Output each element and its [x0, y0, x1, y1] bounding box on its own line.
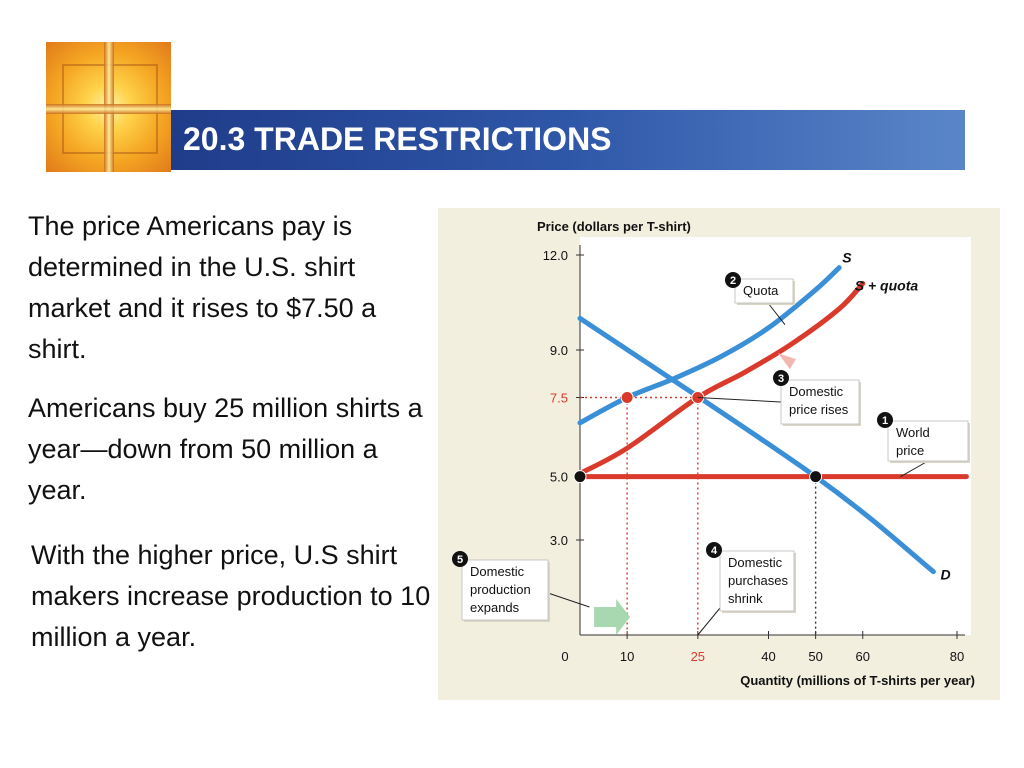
paragraph-price: The price Americans pay is determined in…: [28, 211, 377, 364]
data-point: [620, 391, 634, 404]
x-tick-label: 60: [856, 649, 870, 664]
annotation-leader-domestic-price-rises: [697, 397, 782, 403]
paragraph-production: With the higher price, U.S shirt makers …: [31, 540, 431, 652]
y-tick-label: 9.0: [550, 343, 568, 358]
series-label-d: D: [940, 567, 950, 583]
slide-title: 20.3 TRADE RESTRICTIONS: [183, 121, 612, 157]
x-tick-label: 10: [620, 649, 634, 664]
section-logo: [46, 42, 171, 172]
annotation-number-badge-domestic-price-rises: [773, 370, 789, 386]
annotation-text-quota: Quota: [743, 283, 779, 298]
quota-chart: Price (dollars per T-shirt) Quantity (mi…: [452, 219, 975, 688]
annotation-text-domestic-production-expands: expands: [470, 600, 520, 615]
logo-cross-horizontal: [46, 104, 171, 114]
annotation-text-domestic-price-rises: Domestic: [789, 384, 844, 399]
annotation-number-badge-domestic-purchases-shrink: [706, 542, 722, 558]
annotation-leader-world-price: [900, 460, 929, 478]
annotation-number-domestic-purchases-shrink: 4: [711, 545, 718, 557]
annotation-leader-quota: [767, 302, 786, 325]
chart-panel: Price (dollars per T-shirt) Quantity (mi…: [438, 208, 1000, 700]
production-arrow: [594, 599, 631, 635]
annotation-box-quota: [734, 278, 794, 304]
data-point: [809, 470, 823, 484]
annotation-number-badge-world-price: [877, 412, 893, 428]
y-tick-label: 3.0: [550, 533, 568, 548]
x-tick-label: 25: [691, 649, 705, 664]
annotation-number-domestic-price-rises: 3: [778, 373, 784, 385]
annotation-number-world-price: 1: [882, 415, 888, 427]
annotation-leader-domestic-purchases-shrink: [697, 607, 721, 636]
annotation-text-domestic-purchases-shrink: purchases: [728, 573, 788, 588]
x-tick-label: 80: [950, 649, 964, 664]
x-axis-label: Quantity (millions of T-shirts per year): [740, 673, 975, 688]
y-tick-label: 7.5: [550, 391, 568, 406]
annotation-box-domestic-price-rises: [780, 379, 860, 425]
annotation-text-world-price: World: [896, 425, 930, 440]
title-banner: 20.3 TRADE RESTRICTIONS: [171, 110, 965, 170]
data-point: [573, 470, 587, 484]
annotation-text-domestic-price-rises: price rises: [789, 402, 849, 417]
annotation-number-badge-quota: [725, 272, 741, 288]
annotation-text-domestic-production-expands: Domestic: [470, 564, 525, 579]
annotation-number-badge-domestic-production-expands: [452, 551, 468, 567]
annotation-text-domestic-purchases-shrink: Domestic: [728, 555, 783, 570]
annotation-leader-domestic-production-expands: [547, 592, 590, 608]
annotation-text-world-price: price: [896, 443, 924, 458]
x-tick-label: 50: [808, 649, 822, 664]
annotation-number-quota: 2: [730, 275, 736, 287]
series-label-s-quota: S + quota: [855, 278, 919, 294]
annotation-text-domestic-purchases-shrink: shrink: [728, 591, 763, 606]
series-label-s: S: [842, 250, 852, 266]
paragraph-quantity: Americans buy 25 million shirts a year—d…: [28, 393, 423, 505]
annotation-text-domestic-production-expands: production: [470, 582, 531, 597]
annotation-box-domestic-purchases-shrink: [719, 550, 795, 612]
annotation-box-world-price: [887, 420, 969, 462]
quota-gap-marker: [777, 353, 796, 370]
y-tick-label: 12.0: [543, 248, 568, 263]
demand-curve: [577, 315, 936, 575]
y-tick-label: 5.0: [550, 470, 568, 485]
x-tick-label: 0: [561, 649, 568, 664]
annotation-box-domestic-production-expands: [461, 559, 549, 621]
x-tick-label: 40: [761, 649, 775, 664]
annotation-number-domestic-production-expands: 5: [457, 554, 463, 566]
supply-plus-quota-curve: [577, 281, 866, 476]
y-axis-label: Price (dollars per T-shirt): [537, 219, 691, 234]
